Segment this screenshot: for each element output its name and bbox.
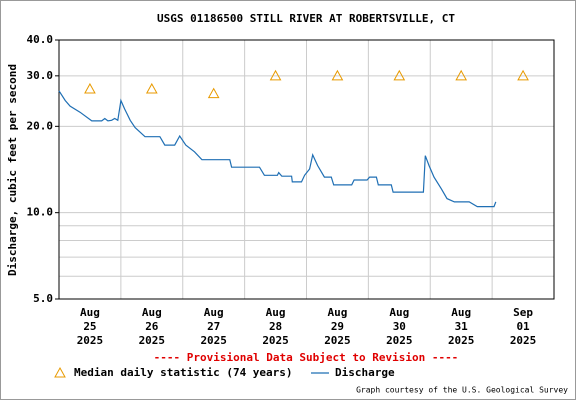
chart-title: USGS 01186500 STILL RIVER AT ROBERTSVILL…: [157, 12, 455, 25]
y-axis-label: Discharge, cubic feet per second: [6, 64, 19, 276]
y-tick-label: 10.0: [27, 206, 54, 219]
x-tick-label: Aug 31 2025: [448, 306, 475, 347]
y-tick-label: 30.0: [27, 69, 54, 82]
x-tick-label: Aug 25 2025: [77, 306, 104, 347]
legend-label: Median daily statistic (74 years): [74, 366, 293, 379]
legend-marker: [54, 366, 66, 378]
median-marker: [455, 69, 468, 81]
median-marker: [145, 82, 158, 94]
x-tick-label: Aug 26 2025: [139, 306, 166, 347]
discharge-line: [58, 90, 497, 208]
x-tick-label: Sep 01 2025: [510, 306, 537, 347]
median-marker: [331, 69, 344, 81]
x-tick-label: Aug 28 2025: [262, 306, 289, 347]
plot-border: [58, 39, 555, 300]
median-marker: [269, 69, 282, 81]
median-marker: [84, 82, 96, 94]
median-marker: [207, 87, 220, 99]
y-tick-label: 5.0: [33, 292, 53, 305]
x-tick-label: Aug 29 2025: [324, 306, 351, 347]
median-marker: [517, 69, 529, 81]
credit: Graph courtesy of the U.S. Geological Su…: [356, 386, 568, 395]
x-tick-label: Aug 30 2025: [386, 306, 413, 347]
y-tick-label: 20.0: [27, 119, 54, 132]
median-marker: [393, 69, 406, 81]
notice: ---- Provisional Data Subject to Revisio…: [154, 351, 459, 364]
x-tick-label: Aug 27 2025: [200, 306, 227, 347]
legend-label: Discharge: [335, 366, 395, 379]
y-tick-label: 40.0: [27, 33, 54, 46]
